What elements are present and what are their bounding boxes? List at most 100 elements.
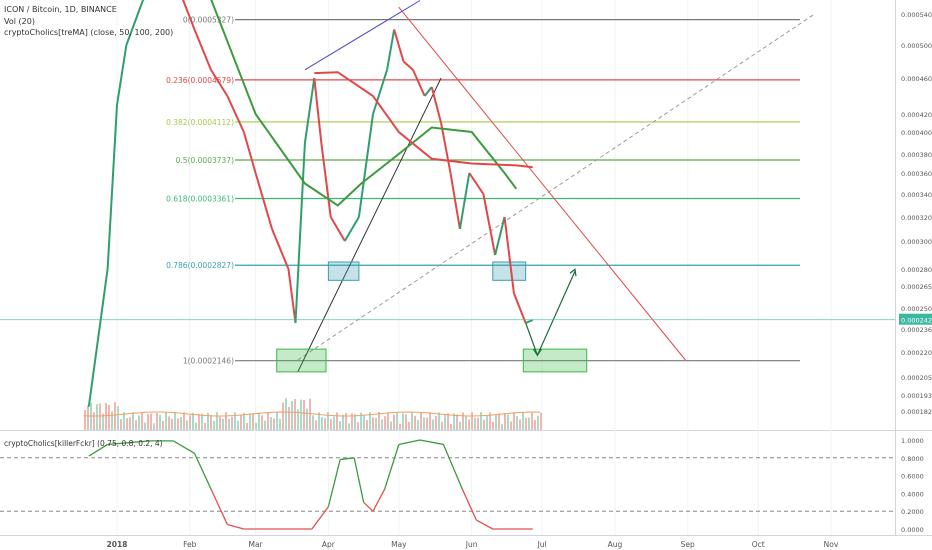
moving-average-line: [210, 0, 518, 207]
price-segment: [393, 29, 405, 62]
volume-bar: [246, 422, 248, 430]
highlight-box: [522, 348, 588, 373]
volume-bar: [516, 416, 518, 430]
volume-bar: [159, 414, 161, 430]
time-axis-label: Jul: [537, 540, 547, 549]
volume-bar: [198, 413, 200, 430]
oscillator-axis-tick: 0.4000: [901, 490, 924, 498]
volume-bar: [261, 415, 263, 430]
volume-bar: [267, 412, 269, 430]
volume-bar: [408, 422, 410, 430]
time-axis-label: Feb: [183, 540, 197, 549]
fib-level-label: 0.618(0.0003361): [166, 194, 234, 203]
price-segment: [412, 69, 426, 97]
price-segment: [503, 216, 515, 294]
oscillator-label: cryptoCholics[killerFckr] (0.75, 0.8, 0.…: [4, 439, 163, 448]
volume-bar: [93, 412, 95, 430]
oscillator-segment: [173, 440, 195, 454]
volume-bar: [300, 399, 302, 430]
volume-bar: [255, 422, 257, 430]
volume-bar: [507, 414, 509, 430]
time-axis-label: Mar: [248, 540, 263, 549]
volume-bar: [237, 420, 239, 430]
volume-bar: [480, 412, 482, 430]
price-series: [87, 0, 534, 407]
volume-bar: [117, 406, 119, 430]
volume-series: [84, 398, 542, 430]
oscillator-axis-tick: 1.0000: [901, 437, 924, 445]
price-segment: [182, 0, 196, 30]
volume-bar: [213, 420, 215, 430]
oscillator-axis-tick: 0.6000: [901, 473, 924, 481]
volume-bar: [294, 398, 296, 430]
volume-bar: [252, 413, 254, 430]
volume-bar: [537, 415, 539, 430]
volume-bar: [288, 406, 290, 430]
moving-average-line: [314, 71, 533, 169]
volume-bar: [108, 404, 110, 430]
volume-bar: [87, 405, 89, 430]
fib-level-label: 0.786(0.0002827): [166, 261, 234, 270]
volume-bar: [363, 415, 365, 430]
price-segment: [87, 268, 109, 407]
volume-bar: [210, 415, 212, 430]
current-price-label: 0.0002422: [901, 317, 932, 325]
volume-bar: [348, 423, 350, 430]
price-segment: [440, 122, 452, 174]
volume-bar: [417, 419, 419, 430]
volume-bar: [150, 413, 152, 430]
volume-bar: [483, 419, 485, 430]
price-pane: [0, 0, 895, 430]
volume-bar: [111, 411, 113, 430]
volume-bar: [243, 412, 245, 430]
volume-bar: [351, 413, 353, 430]
volume-bar: [228, 418, 230, 430]
volume-bar: [207, 412, 209, 430]
volume-bar: [303, 399, 305, 430]
volume-bar: [528, 417, 530, 430]
resistance-trend-line: [398, 6, 686, 361]
oscillator-segment: [311, 506, 329, 530]
volume-bar: [342, 414, 344, 430]
volume-bar: [96, 404, 98, 430]
volume-bar: [420, 412, 422, 430]
volume-bar: [402, 413, 404, 430]
volume-bar: [495, 414, 497, 430]
volume-bar: [438, 412, 440, 430]
volume-bar: [390, 421, 392, 430]
volume-bar: [258, 412, 260, 430]
volume-bar: [147, 414, 149, 430]
volume-bar: [324, 418, 326, 430]
price-segment: [193, 29, 212, 71]
volume-bar: [525, 417, 527, 430]
volume-bar: [195, 422, 197, 430]
volume-bar: [321, 417, 323, 430]
volume-bar: [522, 412, 524, 430]
volume-bar: [477, 417, 479, 430]
volume-bar: [312, 415, 314, 430]
oscillator-axis-tick: 0.8000: [901, 455, 924, 463]
price-segment: [271, 228, 290, 270]
arrow-head: [569, 268, 577, 277]
dashed-trend-line: [297, 13, 815, 361]
volume-bar: [504, 413, 506, 430]
price-segment: [525, 319, 534, 324]
volume-bar: [489, 412, 491, 430]
volume-bar: [474, 417, 476, 430]
volume-bar: [162, 421, 164, 430]
oscillator-segment: [210, 488, 228, 525]
volume-bar: [513, 412, 515, 430]
volume-bar: [330, 419, 332, 430]
volume-bar: [429, 412, 431, 430]
time-axis-label: Aug: [608, 540, 623, 549]
volume-bar: [501, 423, 503, 430]
oscillator-segment: [363, 501, 374, 512]
oscillator-segment: [193, 453, 212, 490]
